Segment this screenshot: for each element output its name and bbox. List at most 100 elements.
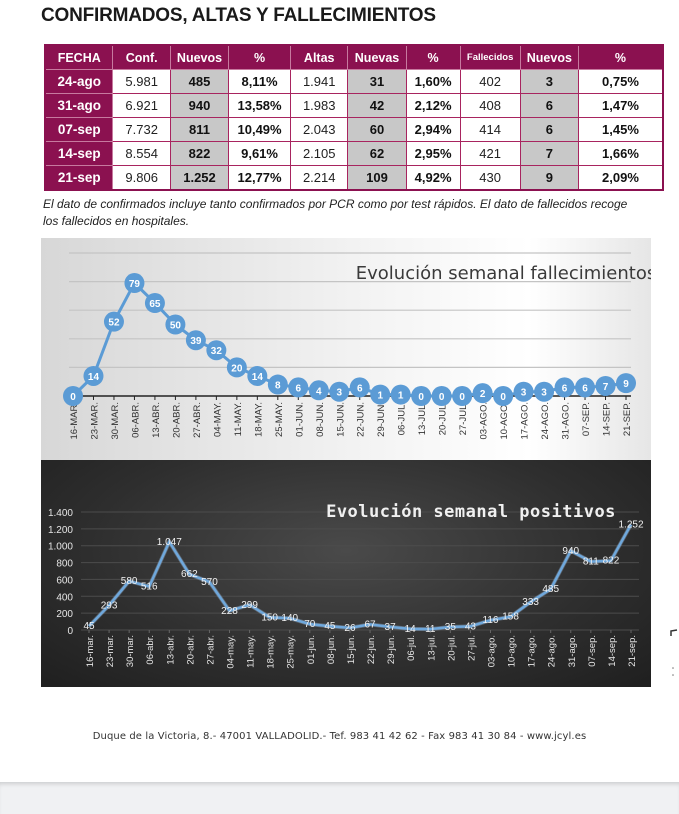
data-label: 43: [465, 621, 477, 632]
data-label: 6: [357, 383, 363, 394]
deaths-chart-svg: 16-MAR. 23-MAR. 30-MAR. 06-ABR. 13-ABR. 20-AB…: [63, 252, 651, 440]
data-label: 140: [281, 613, 298, 624]
table-cell: 485: [169, 69, 230, 94]
table-cell: 60: [347, 117, 407, 142]
date-cell: 07-sep: [44, 117, 114, 142]
table-cell: 31: [347, 69, 407, 94]
table-cell: 6: [519, 93, 579, 118]
x-tick-label: 06-ABR.: [130, 402, 141, 438]
data-label: 485: [542, 584, 559, 595]
data-point: [554, 377, 575, 398]
data-label: 516: [141, 582, 158, 593]
data-label: 333: [522, 597, 539, 608]
data-point: [390, 384, 411, 405]
summary-table: FECHA Conf. Nuevos% Altas Nuevas% Fallecidos N…: [44, 44, 664, 191]
positives-series-line: [88, 523, 633, 631]
data-label: 50: [170, 321, 182, 332]
page-title: CONFIRMADOS, ALTAS Y FALLECIMIENTOS: [41, 5, 436, 26]
column-header: %: [405, 44, 461, 70]
table-cell: 430: [459, 165, 521, 191]
table-cell: 2,94%: [405, 117, 461, 142]
table-cell: 811: [169, 117, 230, 142]
positives-chart: 0 200 400 600 800 1.000 1.200 1.400 16-mar. 23-ma…: [41, 460, 651, 687]
data-label: 0: [418, 392, 424, 403]
table-cell: 6: [519, 117, 579, 142]
data-label: 14: [405, 624, 417, 635]
table-cell: 1.252: [169, 165, 230, 191]
column-header: Nuevos: [519, 44, 579, 70]
x-tick-label: 08-jun.: [326, 635, 337, 664]
table-cell: 1,66%: [577, 141, 664, 166]
data-label: 1: [377, 391, 383, 402]
x-tick-label: 21-SEP.: [622, 402, 633, 436]
x-tick-label: 13-abr.: [165, 635, 176, 665]
footer-address: Duque de la Victoria, 8.- 47001 VALLADOL…: [92, 731, 587, 742]
x-tick-label: 07-sep.: [587, 635, 598, 667]
table-cell: 7: [519, 141, 579, 166]
data-label: 1.252: [618, 519, 643, 530]
data-label: 2: [480, 389, 486, 400]
table-cell: 1,47%: [577, 93, 664, 118]
table-cell: 2,12%: [405, 93, 461, 118]
table-cell: 9,61%: [228, 141, 291, 166]
table-cell: 414: [459, 117, 521, 142]
data-label: 4: [316, 386, 322, 397]
table-cell: 2.043: [289, 117, 349, 142]
x-tick-label: 13-jul.: [426, 635, 437, 661]
page-edge-mark: [670, 629, 678, 676]
column-header: Altas: [289, 44, 349, 70]
data-label: 570: [201, 577, 218, 588]
table-cell: 62: [347, 141, 407, 166]
y-tick-label: 0: [67, 626, 73, 637]
table-cell: 1,60%: [405, 69, 461, 94]
data-label: 11: [425, 624, 436, 635]
x-tick-label: 17-ago.: [527, 635, 538, 667]
x-tick-label: 07-SEP.: [581, 402, 592, 436]
data-point: [370, 384, 391, 405]
x-tick-label: 06-abr.: [145, 635, 156, 665]
data-point: [165, 314, 186, 335]
x-tick-label: 14-sep.: [607, 635, 618, 667]
table-cell: 9: [519, 165, 579, 191]
x-tick-label: 17-AGO.: [520, 402, 531, 440]
x-tick-label: 08-JUN.: [315, 402, 326, 437]
x-tick-label: 14-SEP.: [602, 402, 613, 436]
table-cell: 8,11%: [228, 69, 291, 94]
data-point: [595, 375, 616, 396]
data-point: [513, 381, 534, 402]
x-tick-label: 04-may.: [226, 635, 237, 669]
x-tick-label: 16-MAR.: [69, 402, 80, 439]
data-label: 20: [231, 363, 243, 374]
data-point: [472, 383, 493, 404]
data-label: 32: [211, 346, 223, 357]
x-tick-label: 30-MAR.: [110, 402, 121, 439]
column-header: Nuevos: [169, 44, 230, 70]
data-label: 7: [603, 382, 609, 393]
data-label: 39: [190, 336, 202, 347]
table-cell: 822: [169, 141, 230, 166]
column-header: FECHA: [44, 44, 114, 70]
x-tick-label: 11-MAY.: [233, 402, 244, 436]
table-cell: 7.732: [112, 117, 171, 142]
data-label: 3: [521, 388, 527, 399]
data-point: [575, 377, 596, 398]
column-header: %: [228, 44, 291, 70]
table-cell: 421: [459, 141, 521, 166]
x-tick-label: 01-jun.: [306, 635, 317, 664]
column-header: Fallecidos: [459, 44, 521, 70]
table-cell: 1,45%: [577, 117, 664, 142]
data-point: [349, 377, 370, 398]
x-tick-label: 30-mar.: [125, 635, 136, 667]
table-cell: 0,75%: [577, 69, 664, 94]
data-label: 52: [108, 318, 120, 329]
table-cell: 13,58%: [228, 93, 291, 118]
y-tick-label: 400: [56, 592, 73, 603]
table-cell: 10,49%: [228, 117, 291, 142]
data-label: 228: [221, 606, 238, 617]
data-point: [206, 340, 227, 361]
data-label: 3: [541, 388, 547, 399]
data-label: 14: [88, 372, 100, 383]
table-row: 31-ago 6.921 940 13,58% 1.983 42 2,12% 408 6 1,47…: [44, 93, 664, 118]
x-tick-label: 23-mar.: [105, 635, 116, 667]
x-tick-label: 27-abr.: [205, 635, 216, 665]
